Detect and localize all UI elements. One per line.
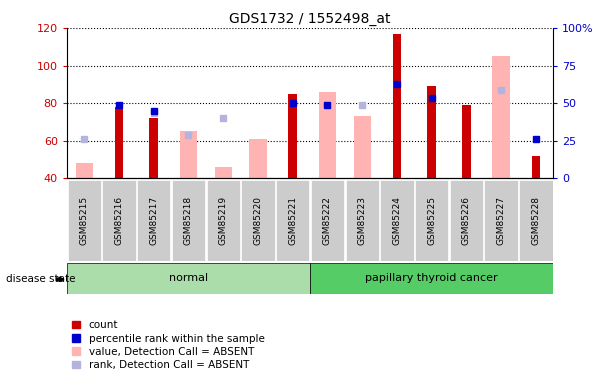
Bar xyxy=(353,116,371,178)
Text: GSM85228: GSM85228 xyxy=(531,196,541,245)
Bar xyxy=(310,262,553,294)
Text: GSM85225: GSM85225 xyxy=(427,196,436,245)
Bar xyxy=(67,262,310,294)
Text: normal: normal xyxy=(169,273,208,284)
Bar xyxy=(427,86,436,178)
Text: GSM85223: GSM85223 xyxy=(358,196,367,245)
Title: GDS1732 / 1552498_at: GDS1732 / 1552498_at xyxy=(229,12,391,26)
Text: GSM85227: GSM85227 xyxy=(497,196,506,245)
FancyBboxPatch shape xyxy=(102,180,136,261)
FancyBboxPatch shape xyxy=(67,180,101,261)
Text: GSM85226: GSM85226 xyxy=(462,196,471,245)
Text: GSM85224: GSM85224 xyxy=(392,196,401,245)
Bar xyxy=(249,139,267,178)
Text: GSM85217: GSM85217 xyxy=(149,196,158,245)
Bar xyxy=(393,34,401,178)
Text: GSM85221: GSM85221 xyxy=(288,196,297,245)
Text: papillary thyroid cancer: papillary thyroid cancer xyxy=(365,273,498,284)
FancyBboxPatch shape xyxy=(276,180,309,261)
Legend: count, percentile rank within the sample, value, Detection Call = ABSENT, rank, : count, percentile rank within the sample… xyxy=(72,320,264,370)
Bar xyxy=(150,118,158,178)
Bar xyxy=(462,105,471,178)
FancyBboxPatch shape xyxy=(450,180,483,261)
Text: GSM85220: GSM85220 xyxy=(254,196,263,245)
FancyBboxPatch shape xyxy=(415,180,448,261)
FancyBboxPatch shape xyxy=(380,180,413,261)
Bar xyxy=(492,56,510,178)
Bar xyxy=(319,92,336,178)
Bar xyxy=(75,163,93,178)
Text: GSM85215: GSM85215 xyxy=(80,196,89,245)
FancyBboxPatch shape xyxy=(172,180,205,261)
Bar xyxy=(531,156,541,178)
Text: disease state: disease state xyxy=(6,274,75,284)
Text: GSM85218: GSM85218 xyxy=(184,196,193,245)
FancyBboxPatch shape xyxy=(485,180,518,261)
Bar xyxy=(288,94,297,178)
Text: GSM85219: GSM85219 xyxy=(219,196,228,245)
FancyBboxPatch shape xyxy=(137,180,170,261)
FancyBboxPatch shape xyxy=(311,180,344,261)
Text: GSM85222: GSM85222 xyxy=(323,196,332,245)
FancyBboxPatch shape xyxy=(241,180,275,261)
Bar xyxy=(180,131,197,178)
FancyBboxPatch shape xyxy=(207,180,240,261)
Text: GSM85216: GSM85216 xyxy=(114,196,123,245)
Bar xyxy=(215,167,232,178)
FancyBboxPatch shape xyxy=(345,180,379,261)
FancyBboxPatch shape xyxy=(519,180,553,261)
Bar xyxy=(115,107,123,178)
